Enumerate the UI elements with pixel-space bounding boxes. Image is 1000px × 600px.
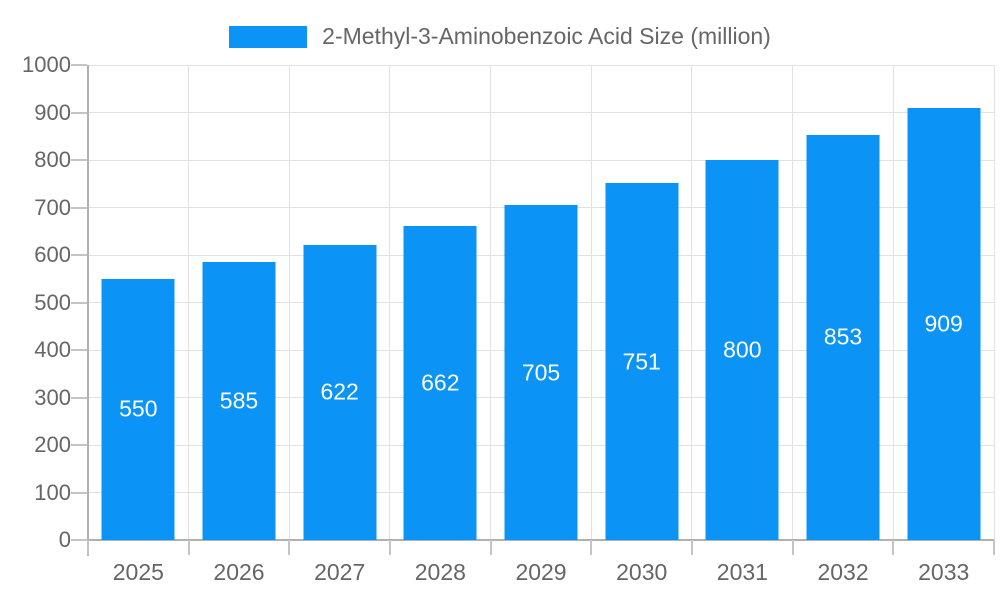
y-tick-mark bbox=[71, 301, 87, 304]
x-tick-mark bbox=[892, 540, 895, 555]
x-tick-mark bbox=[87, 540, 89, 555]
legend-label: 2-Methyl-3-Aminobenzoic Acid Size (milli… bbox=[322, 23, 771, 49]
y-tick-label: 700 bbox=[34, 194, 71, 220]
x-tick-label: 2032 bbox=[817, 559, 869, 585]
bar-value-label: 800 bbox=[723, 336, 762, 363]
x-tick-mark bbox=[388, 540, 391, 555]
v-gridline bbox=[590, 65, 592, 540]
bar[interactable]: 751 bbox=[605, 183, 679, 540]
legend-swatch bbox=[229, 25, 308, 48]
bar-value-label: 909 bbox=[924, 310, 963, 337]
h-gridline bbox=[88, 112, 994, 113]
bar[interactable]: 705 bbox=[504, 205, 578, 540]
y-axis-line bbox=[87, 65, 89, 556]
plot-area: 550 585 622 662 705 751 800 853 909 bbox=[71, 64, 995, 556]
bar-value-label: 585 bbox=[219, 387, 259, 414]
v-gridline bbox=[389, 65, 391, 540]
v-gridline bbox=[691, 65, 693, 540]
y-tick-mark bbox=[71, 349, 87, 351]
x-tick-mark bbox=[791, 540, 794, 555]
bar-value-label: 853 bbox=[823, 323, 863, 350]
bars: 550 585 622 662 705 751 800 853 909 bbox=[88, 65, 994, 540]
y-tick-label: 900 bbox=[34, 99, 71, 125]
bar-value-label: 550 bbox=[119, 395, 158, 422]
y-tick-label: 500 bbox=[34, 289, 71, 315]
bar[interactable]: 800 bbox=[705, 160, 779, 540]
y-tick-mark bbox=[71, 206, 87, 209]
bar[interactable]: 662 bbox=[403, 225, 477, 540]
y-tick-mark bbox=[71, 444, 87, 446]
y-tick-label: 300 bbox=[34, 384, 71, 410]
x-tick-label: 2027 bbox=[314, 559, 366, 585]
bar[interactable]: 585 bbox=[202, 262, 276, 540]
h-gridline bbox=[88, 159, 994, 161]
bar[interactable]: 909 bbox=[907, 108, 981, 540]
y-axis-labels: 0 100 200 300 400 500 600 700 800 900 1000 bbox=[0, 54, 71, 551]
y-tick-label: 100 bbox=[34, 479, 71, 505]
x-axis-line bbox=[88, 539, 994, 541]
x-tick-label: 2031 bbox=[716, 559, 768, 585]
legend[interactable]: 2-Methyl-3-Aminobenzoic Acid Size (milli… bbox=[0, 23, 1000, 49]
y-tick-mark bbox=[71, 491, 87, 494]
x-tick-mark bbox=[288, 540, 291, 555]
x-tick-mark bbox=[993, 540, 995, 555]
bar[interactable]: 550 bbox=[101, 278, 175, 540]
v-gridline bbox=[892, 65, 894, 540]
x-tick-mark bbox=[187, 540, 190, 555]
bar[interactable]: 853 bbox=[806, 134, 880, 540]
x-tick-mark bbox=[590, 540, 593, 555]
x-tick-label: 2026 bbox=[213, 559, 265, 585]
y-tick-mark bbox=[71, 254, 87, 256]
v-gridline bbox=[490, 65, 492, 540]
y-tick-mark bbox=[71, 396, 87, 399]
h-gridline bbox=[88, 64, 994, 66]
v-gridline bbox=[993, 65, 995, 540]
v-gridline bbox=[288, 65, 290, 540]
y-tick-mark bbox=[71, 159, 87, 161]
y-tick-label: 0 bbox=[58, 527, 71, 552]
x-tick-mark bbox=[690, 540, 693, 555]
y-tick-mark bbox=[71, 64, 87, 66]
bar[interactable]: 622 bbox=[303, 244, 377, 540]
bar-value-label: 751 bbox=[622, 348, 661, 375]
y-tick-mark bbox=[71, 539, 87, 541]
bar-value-label: 705 bbox=[521, 359, 561, 386]
x-axis-labels: 2025 2026 2027 2028 2029 2030 2031 2032 2033 bbox=[88, 559, 994, 586]
bar-value-label: 622 bbox=[320, 378, 359, 405]
x-tick-label: 2029 bbox=[515, 559, 567, 585]
y-tick-mark bbox=[71, 111, 87, 114]
v-gridline bbox=[188, 65, 190, 540]
x-tick-label: 2033 bbox=[918, 559, 970, 585]
y-tick-label: 1000 bbox=[22, 52, 71, 77]
y-tick-label: 400 bbox=[34, 337, 71, 362]
v-gridline bbox=[792, 65, 794, 540]
x-tick-label: 2025 bbox=[112, 559, 164, 585]
y-tick-label: 200 bbox=[34, 432, 71, 457]
x-tick-mark bbox=[489, 540, 492, 555]
bar-value-label: 662 bbox=[421, 369, 460, 396]
y-tick-label: 800 bbox=[34, 147, 71, 172]
y-tick-label: 600 bbox=[34, 242, 71, 267]
x-tick-label: 2030 bbox=[616, 559, 668, 585]
x-tick-label: 2028 bbox=[414, 559, 466, 585]
